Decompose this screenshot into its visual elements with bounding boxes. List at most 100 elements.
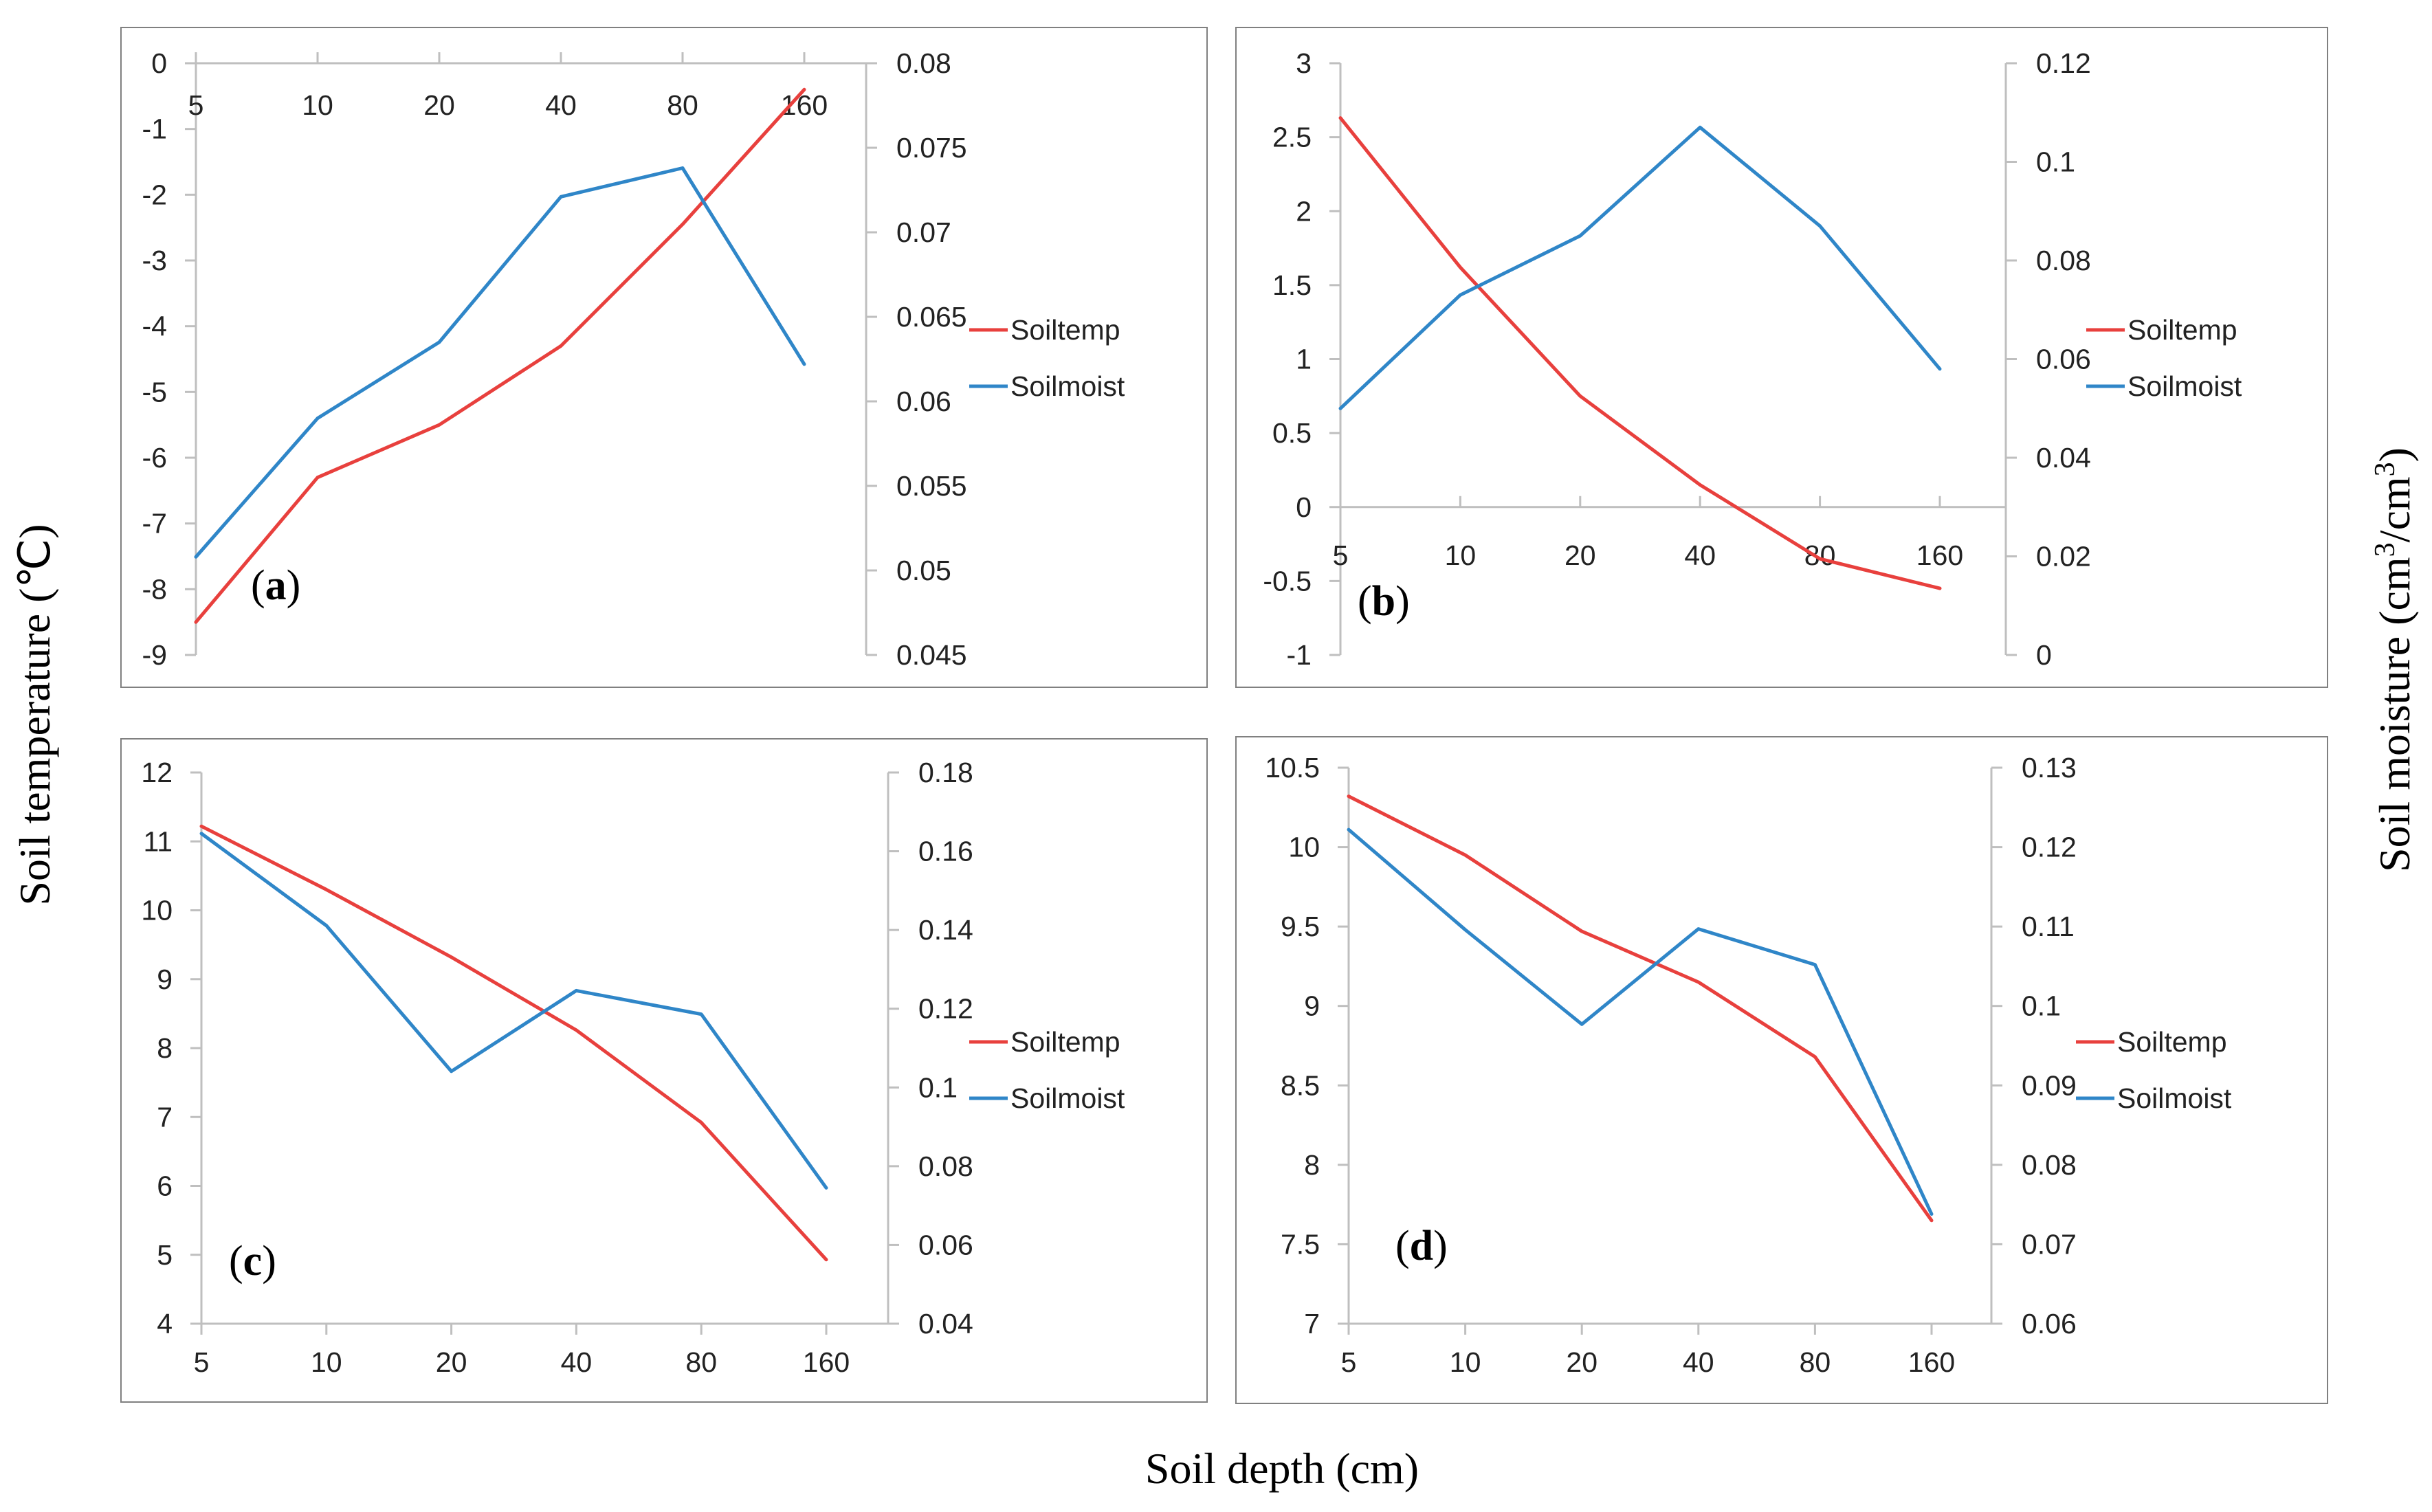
legend-label-soiltemp: Soiltemp [1010, 314, 1120, 346]
right-tick-label: 0.08 [2022, 1149, 2077, 1181]
x-tick-label: 80 [685, 1346, 717, 1378]
chart-panels: 0-1-2-3-4-5-6-7-8-90.080.0750.070.0650.0… [120, 27, 2328, 1404]
right-tick-label: 0.12 [2036, 47, 2091, 79]
panel-label-open: ( [1395, 1223, 1410, 1269]
panel-label: (d) [1395, 1223, 1448, 1269]
right-tick-label: 0.04 [918, 1308, 973, 1339]
x-tick-label: 5 [1333, 540, 1349, 571]
left-tick-label: 9 [157, 964, 173, 995]
right-tick-label: 0.16 [918, 836, 973, 867]
panel-label-letter: c [243, 1238, 263, 1285]
left-tick-label: 8 [157, 1032, 173, 1064]
left-tick-label: -3 [142, 245, 167, 276]
x-tick-label: 80 [1804, 540, 1836, 571]
panel-label-close: ) [262, 1238, 276, 1285]
left-tick-label: 8.5 [1281, 1069, 1320, 1101]
x-tick-label: 10 [1445, 540, 1477, 571]
panel-d: 10.5 10 9.5 9 8.5 8 7.5 7 0.13 0.12 0.11 0.1 0.09 0.0… [1235, 736, 2328, 1404]
right-tick-label: 0.18 [918, 757, 973, 788]
left-tick-label: 0 [1296, 491, 1312, 523]
x-tick-label: 5 [188, 89, 204, 121]
panel-label-open: ( [1358, 578, 1372, 625]
right-tick-label: 0.1 [918, 1071, 958, 1103]
right-tick-label: 0.05 [896, 555, 951, 586]
x-tick-label: 40 [1683, 1346, 1714, 1378]
series-line-soiltemp [1347, 794, 1934, 1223]
x-tick-label: 40 [1684, 540, 1716, 571]
left-tick-label: 9.5 [1281, 911, 1320, 942]
panel-frame [1235, 736, 2328, 1404]
panel-label-close: ) [1395, 578, 1410, 625]
bottom-axis-title: Soil depth (cm) [1145, 1444, 1419, 1493]
x-tick-label: 20 [1566, 1346, 1598, 1378]
panel-c: 1211109876540.180.160.140.120.10.080.060… [120, 738, 1208, 1403]
panel-frame [1235, 27, 2328, 688]
left-tick-label: 1.5 [1272, 269, 1312, 301]
x-tick-label: 20 [423, 89, 455, 121]
right-tick-label: 0.09 [2022, 1069, 2077, 1101]
right-axis-title-sup1: 3 [2369, 542, 2401, 557]
x-tick-label: 10 [311, 1346, 342, 1378]
right-tick-label: 0.08 [896, 47, 951, 79]
panel-a: 0-1-2-3-4-5-6-7-8-90.080.0750.070.0650.0… [120, 27, 1208, 688]
left-tick-label: 5 [157, 1239, 173, 1271]
right-tick-label: 0.12 [2022, 832, 2077, 863]
left-tick-label: 7 [1304, 1308, 1320, 1339]
right-axis-title: Soil moisture (cm3/cm3) [2369, 447, 2419, 872]
left-tick-label: -7 [142, 508, 167, 540]
right-tick-label: 0.06 [2022, 1308, 2077, 1339]
right-tick-label: 0.02 [2036, 541, 2091, 572]
left-tick-label: -0.5 [1263, 565, 1312, 597]
series-line-soiltemp [199, 824, 828, 1262]
panel-label: (c) [229, 1238, 276, 1285]
panel-frame [120, 27, 1208, 688]
x-tick-label: 5 [1341, 1346, 1357, 1378]
right-tick-label: 0.045 [896, 639, 967, 671]
right-tick-label: 0.08 [2036, 245, 2091, 276]
left-tick-label: 12 [141, 757, 173, 788]
right-tick-label: 0.075 [896, 132, 967, 164]
right-tick-label: 0.12 [918, 993, 973, 1025]
left-tick-label: 2.5 [1272, 122, 1312, 153]
series-line-soilmoist [199, 832, 828, 1190]
series-line-soiltemp [1338, 116, 1942, 590]
right-tick-label: 0.06 [896, 386, 951, 417]
series-line-soilmoist [1338, 125, 1942, 410]
left-tick-label: 10 [1288, 832, 1320, 863]
legend-label-soilmoist: Soilmoist [1010, 370, 1125, 402]
series-line-soilmoist [194, 166, 806, 559]
panel-label-open: ( [229, 1238, 243, 1285]
x-tick-label: 160 [803, 1346, 850, 1378]
x-tick-label: 80 [1800, 1346, 1831, 1378]
x-tick-label: 160 [781, 89, 828, 121]
left-tick-label: 0.5 [1272, 417, 1312, 449]
right-tick-label: 0.11 [2022, 911, 2075, 942]
right-tick-label: 0.1 [2022, 990, 2061, 1022]
left-tick-label: -2 [142, 179, 167, 210]
right-axis-title-mid: /cm [2370, 476, 2419, 542]
panel-label-letter: d [1410, 1223, 1433, 1269]
right-tick-label: 0.055 [896, 470, 967, 502]
right-axis-title-end: ) [2370, 447, 2419, 462]
x-tick-label: 80 [667, 89, 698, 121]
x-tick-label: 160 [1916, 540, 1963, 571]
right-tick-label: 0.07 [2022, 1228, 2077, 1260]
left-axis-title: Soil temperature (℃) [10, 524, 59, 905]
left-tick-label: 2 [1296, 195, 1312, 227]
left-tick-label: 9 [1304, 990, 1320, 1022]
x-tick-label: 10 [1450, 1346, 1481, 1378]
right-tick-label: 0.065 [896, 301, 967, 333]
panel-label: (a) [251, 562, 300, 609]
left-tick-label: 10 [141, 895, 173, 926]
panel-label-letter: b [1372, 578, 1395, 625]
left-tick-label: 10.5 [1265, 752, 1320, 783]
legend-label-soiltemp: Soiltemp [1010, 1026, 1120, 1058]
x-tick-label: 160 [1908, 1346, 1955, 1378]
series-line-soilmoist [1347, 827, 1934, 1216]
panel-label-close: ) [287, 562, 301, 609]
panel-label-close: ) [1433, 1223, 1448, 1269]
x-tick-label: 5 [194, 1346, 210, 1378]
left-tick-label: 1 [1296, 344, 1312, 375]
x-tick-label: 20 [1565, 540, 1596, 571]
left-tick-label: 7 [157, 1101, 173, 1133]
